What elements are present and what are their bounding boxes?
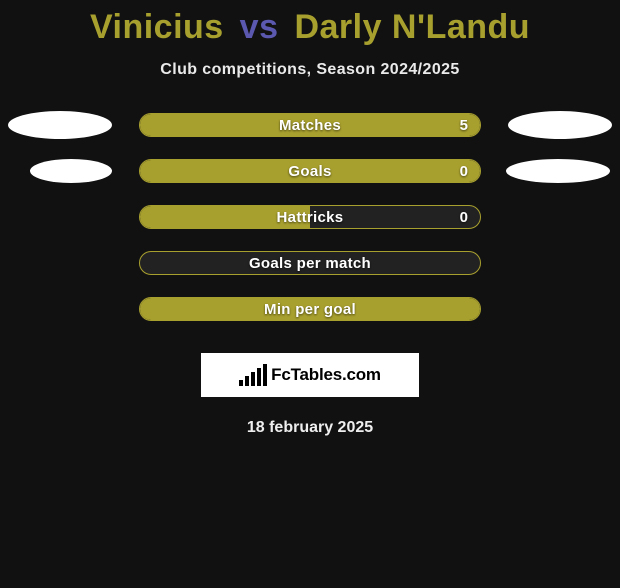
ellipse-decoration bbox=[8, 111, 112, 139]
date-label: 18 february 2025 bbox=[0, 419, 620, 437]
stat-bar-label: Min per goal bbox=[140, 298, 480, 320]
title-vs: vs bbox=[240, 8, 279, 46]
stat-bar-label: Goals per match bbox=[140, 252, 480, 274]
page-title: Vinicius vs Darly N'Landu bbox=[0, 8, 620, 47]
brand-text: FcTables.com bbox=[271, 365, 381, 385]
stat-bar-value: 0 bbox=[460, 160, 468, 182]
stat-bar-goals-per-match: Goals per match bbox=[139, 251, 481, 275]
bar-chart-icon bbox=[239, 364, 267, 386]
stat-bar-value: 5 bbox=[460, 114, 468, 136]
subtitle: Club competitions, Season 2024/2025 bbox=[0, 61, 620, 79]
stat-bar-label: Goals bbox=[140, 160, 480, 182]
stat-bar-value: 0 bbox=[460, 206, 468, 228]
title-player1: Vinicius bbox=[90, 8, 224, 46]
ellipse-decoration bbox=[508, 111, 612, 139]
stat-bar-goals: Goals 0 bbox=[139, 159, 481, 183]
brand-box: FcTables.com bbox=[201, 353, 419, 397]
comparison-stage: Matches 5 Goals 0 Hattricks 0 Goals per … bbox=[0, 113, 620, 437]
title-player2: Darly N'Landu bbox=[294, 8, 530, 46]
stat-bar-hattricks: Hattricks 0 bbox=[139, 205, 481, 229]
stat-bar-label: Matches bbox=[140, 114, 480, 136]
stat-bar-label: Hattricks bbox=[140, 206, 480, 228]
stat-bar-matches: Matches 5 bbox=[139, 113, 481, 137]
ellipse-decoration bbox=[506, 159, 610, 183]
ellipse-decoration bbox=[30, 159, 112, 183]
stat-bar-min-per-goal: Min per goal bbox=[139, 297, 481, 321]
stat-bars: Matches 5 Goals 0 Hattricks 0 Goals per … bbox=[139, 113, 481, 321]
